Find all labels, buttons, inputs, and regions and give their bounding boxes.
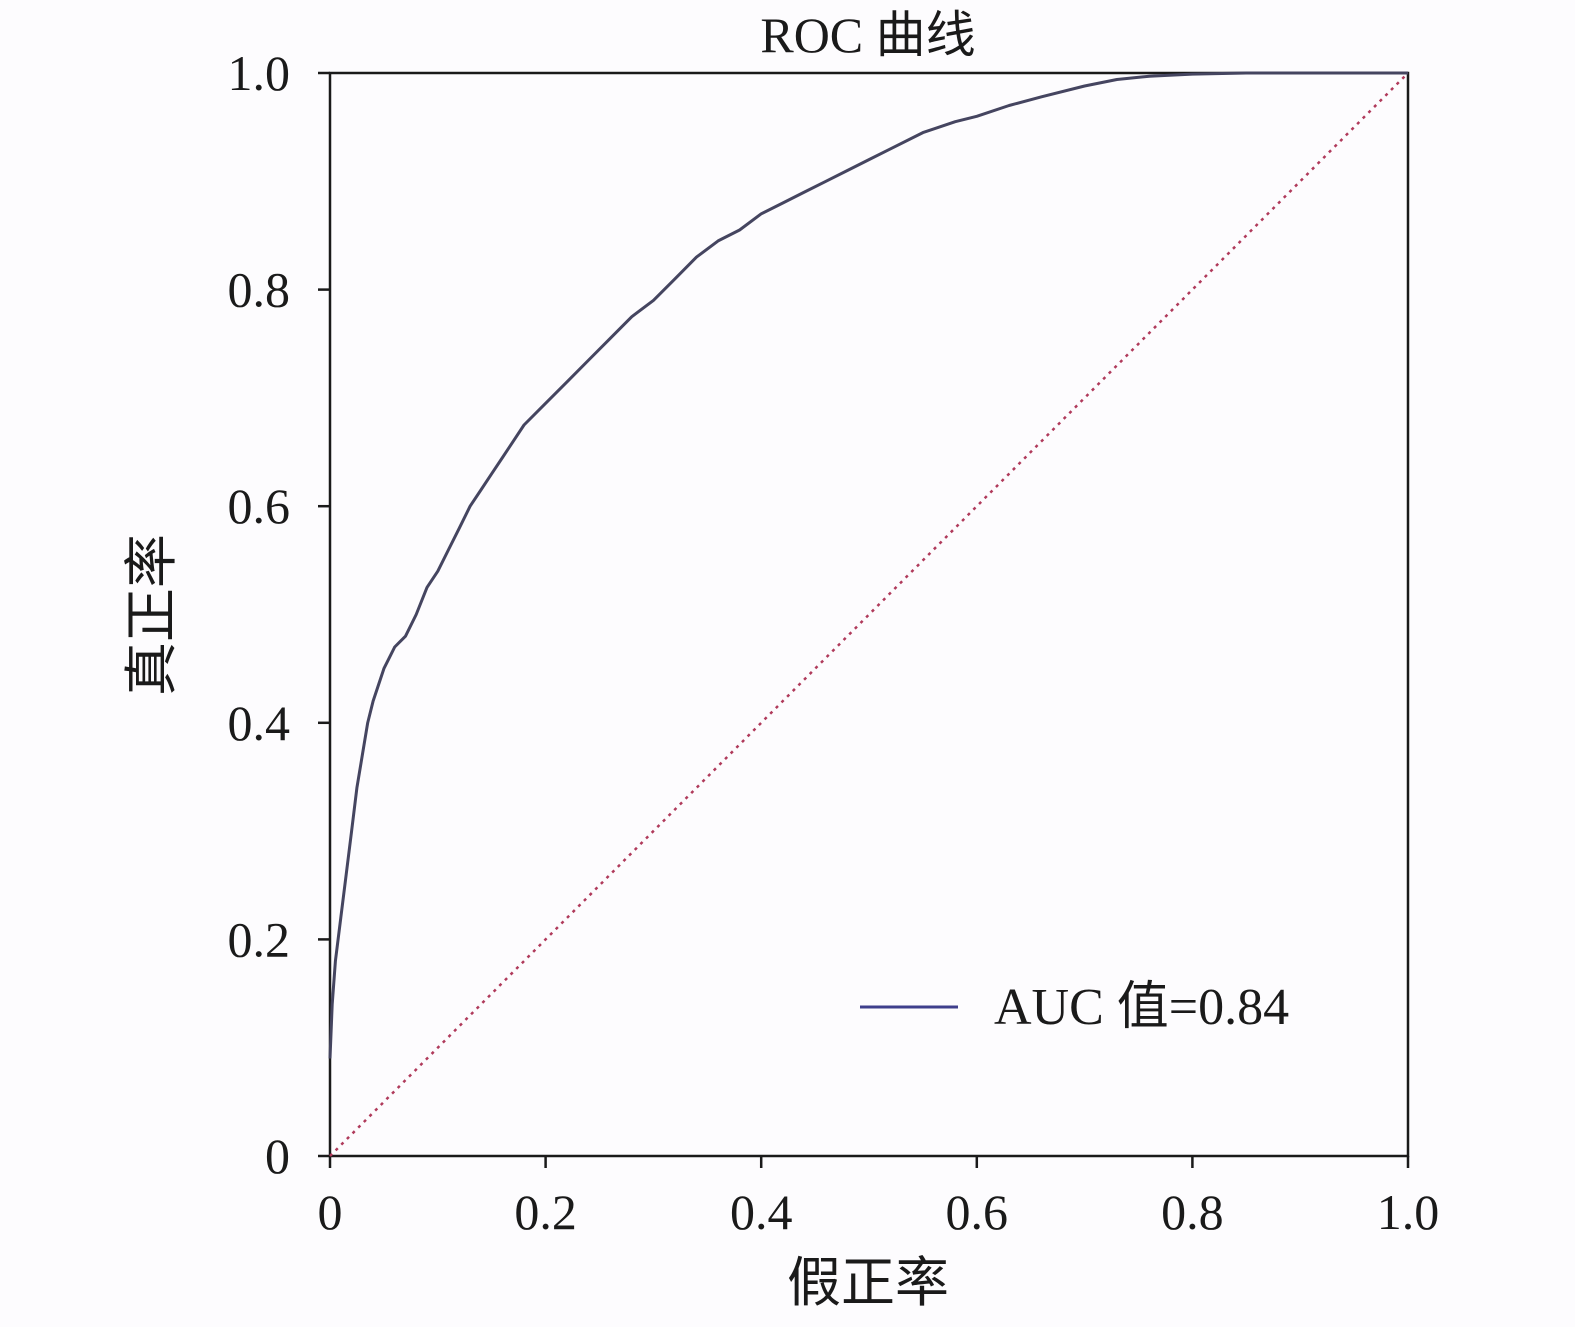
chart-title: ROC 曲线 <box>760 7 975 63</box>
x-axis-title: 假正率 <box>787 1253 949 1313</box>
y-tick-label: 0.2 <box>228 911 291 967</box>
legend: AUC 值=0.84 <box>860 979 1289 1036</box>
roc-curve-line <box>328 71 1408 1059</box>
chance-diagonal-line <box>329 72 1409 1157</box>
y-axis-title: 真正率 <box>122 534 182 696</box>
x-tick-label: 0.8 <box>1161 1184 1224 1240</box>
legend-label: AUC 值=0.84 <box>994 979 1289 1036</box>
x-tick-label: 0.6 <box>946 1184 1009 1240</box>
y-tick-label: 0 <box>265 1128 290 1184</box>
x-tick-label: 0 <box>318 1184 343 1240</box>
x-axis-ticks: 0 0.2 0.4 0.6 0.8 1.0 <box>318 1156 1440 1240</box>
x-tick-label: 0.4 <box>730 1184 793 1240</box>
x-tick-label: 0.2 <box>514 1184 577 1240</box>
x-tick-label: 1.0 <box>1377 1184 1440 1240</box>
y-tick-label: 1.0 <box>228 45 291 101</box>
y-tick-label: 0.4 <box>228 695 291 751</box>
y-tick-label: 0.6 <box>228 478 291 534</box>
plot-frame <box>328 71 1410 1158</box>
y-tick-label: 0.8 <box>228 262 291 318</box>
y-axis-ticks: 0 0.2 0.4 0.6 0.8 1.0 <box>228 45 330 1184</box>
